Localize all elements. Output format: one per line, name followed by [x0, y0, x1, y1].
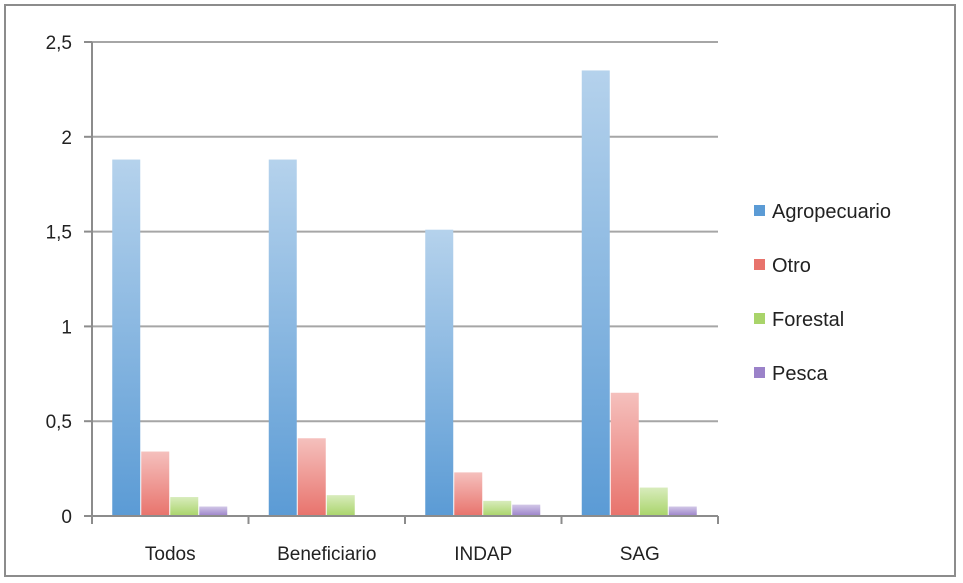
- bar-agropecuario-beneficiario: [268, 159, 297, 516]
- y-tick-label: 2: [61, 128, 72, 149]
- bar-forestal-todos: [170, 497, 199, 516]
- legend-swatch-forestal: [754, 313, 765, 324]
- bar-otro-indap: [454, 472, 483, 516]
- bar-forestal-sag: [639, 487, 668, 516]
- y-tick-label: 2,5: [46, 33, 72, 54]
- bar-agropecuario-todos: [112, 159, 141, 516]
- legend-swatch-agropecuario: [754, 205, 765, 216]
- bar-pesca-indap: [512, 504, 541, 516]
- legend-label-agropecuario: Agropecuario: [772, 201, 891, 223]
- legend-swatch-otro: [754, 259, 765, 270]
- bar-otro-beneficiario: [297, 438, 326, 516]
- y-tick-label: 1: [61, 317, 72, 338]
- y-tick-label: 0,5: [46, 412, 72, 433]
- bar-otro-todos: [141, 451, 170, 516]
- bar-pesca-sag: [668, 506, 697, 516]
- bar-forestal-indap: [483, 500, 512, 516]
- bar-forestal-beneficiario: [326, 495, 355, 516]
- x-tick-label: Todos: [145, 544, 196, 565]
- legend-swatch-pesca: [754, 367, 765, 378]
- bar-pesca-todos: [199, 506, 228, 516]
- bar-agropecuario-indap: [425, 229, 454, 517]
- y-tick-label: 1,5: [46, 223, 72, 244]
- legend-label-forestal: Forestal: [772, 309, 844, 331]
- legend-label-pesca: Pesca: [772, 363, 828, 385]
- legend: Agropecuario Otro Forestal Pesca: [754, 201, 891, 385]
- x-tick-label: SAG: [620, 544, 660, 565]
- y-tick-label: 0: [61, 507, 72, 528]
- x-tick-label: INDAP: [454, 544, 512, 565]
- axis-layer: 0 0,5 1 1,5 2 2,5 Todos Beneficiario INDAP SAG: [46, 33, 719, 565]
- legend-label-otro: Otro: [772, 255, 811, 277]
- x-tick-label: Beneficiario: [277, 544, 376, 565]
- bar-otro-sag: [610, 392, 639, 516]
- bars-layer: [112, 70, 697, 517]
- bar-agropecuario-sag: [581, 70, 610, 516]
